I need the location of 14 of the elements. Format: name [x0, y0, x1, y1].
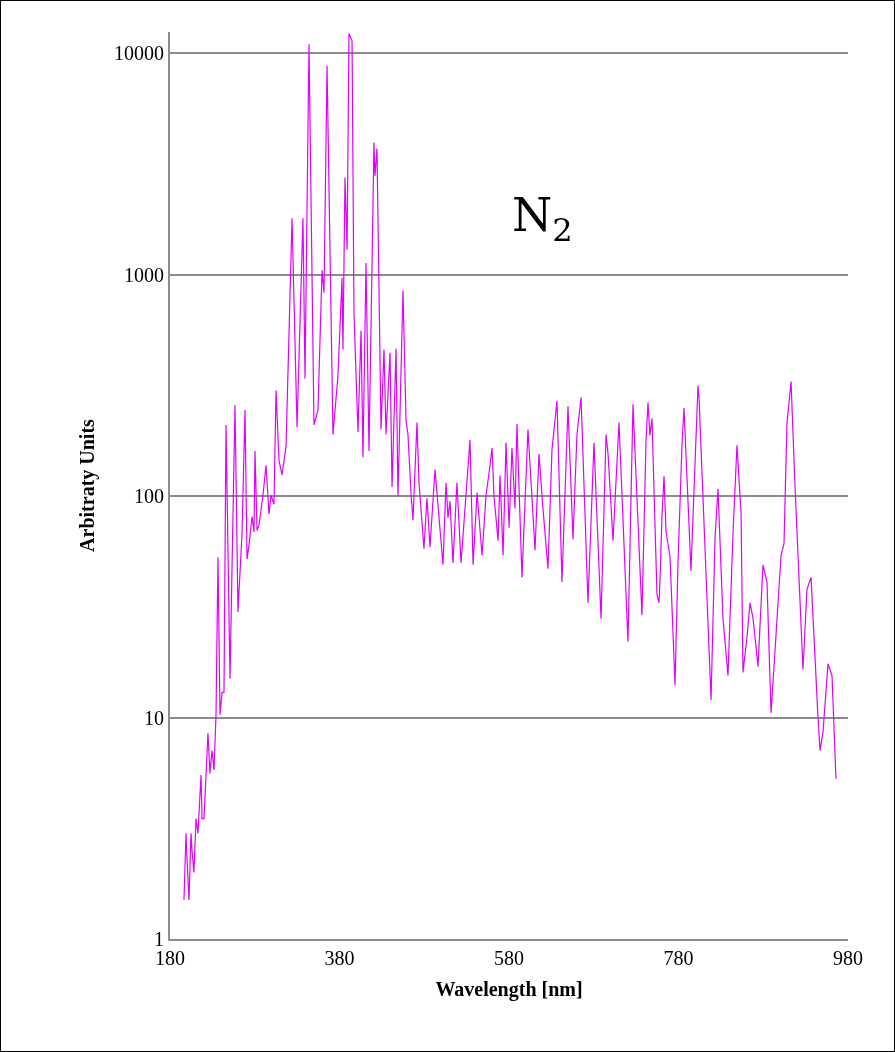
x-axis-title: Wavelength [nm]	[435, 978, 583, 1001]
y-tick-label: 100	[134, 485, 164, 508]
x-tick-label: 580	[494, 947, 524, 969]
annotation: N$_{2}$	[512, 188, 573, 249]
x-tick-label: 780	[663, 947, 694, 969]
y-tick-label: 1	[154, 928, 164, 950]
line-series	[183, 32, 837, 901]
y-tick-label: 1000	[124, 263, 164, 286]
y-axis-title: Arbitraty Units	[76, 418, 99, 552]
y-tick-label: 10	[144, 706, 164, 729]
x-tick-label: 980	[833, 947, 863, 969]
x-tick-label: 180	[155, 947, 185, 969]
y-tick-label: 10000	[114, 42, 164, 65]
x-tick-label: 380	[324, 947, 355, 969]
